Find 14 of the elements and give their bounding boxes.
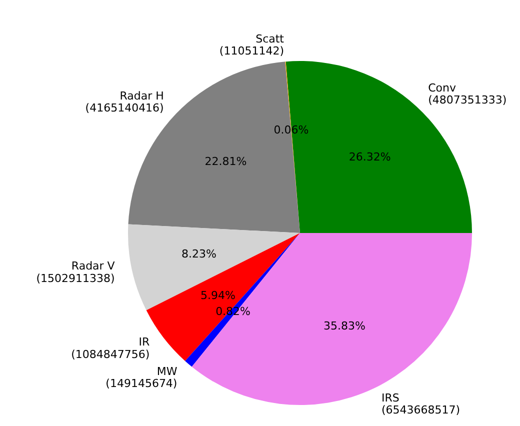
data-label: 0.06%: [274, 124, 309, 137]
slice-label: MW (149145674): [106, 364, 178, 390]
slice-label: IR (1084847756): [71, 336, 150, 361]
slice-label: Conv (4807351333): [428, 82, 507, 107]
slice-label: Radar V (1502911338): [36, 260, 116, 285]
slice-label: Scatt (11051142): [219, 32, 285, 58]
data-label: 22.81%: [204, 154, 247, 168]
data-label: 26.32%: [348, 150, 391, 164]
data-label: 35.83%: [323, 320, 366, 333]
data-label: 0.82%: [216, 305, 251, 318]
slice-label: IRS (6543668517): [381, 392, 460, 417]
data-label: 8.23%: [182, 248, 216, 261]
slice-label: Radar H (4165140416): [85, 89, 164, 114]
data-label: 5.94%: [200, 289, 236, 302]
